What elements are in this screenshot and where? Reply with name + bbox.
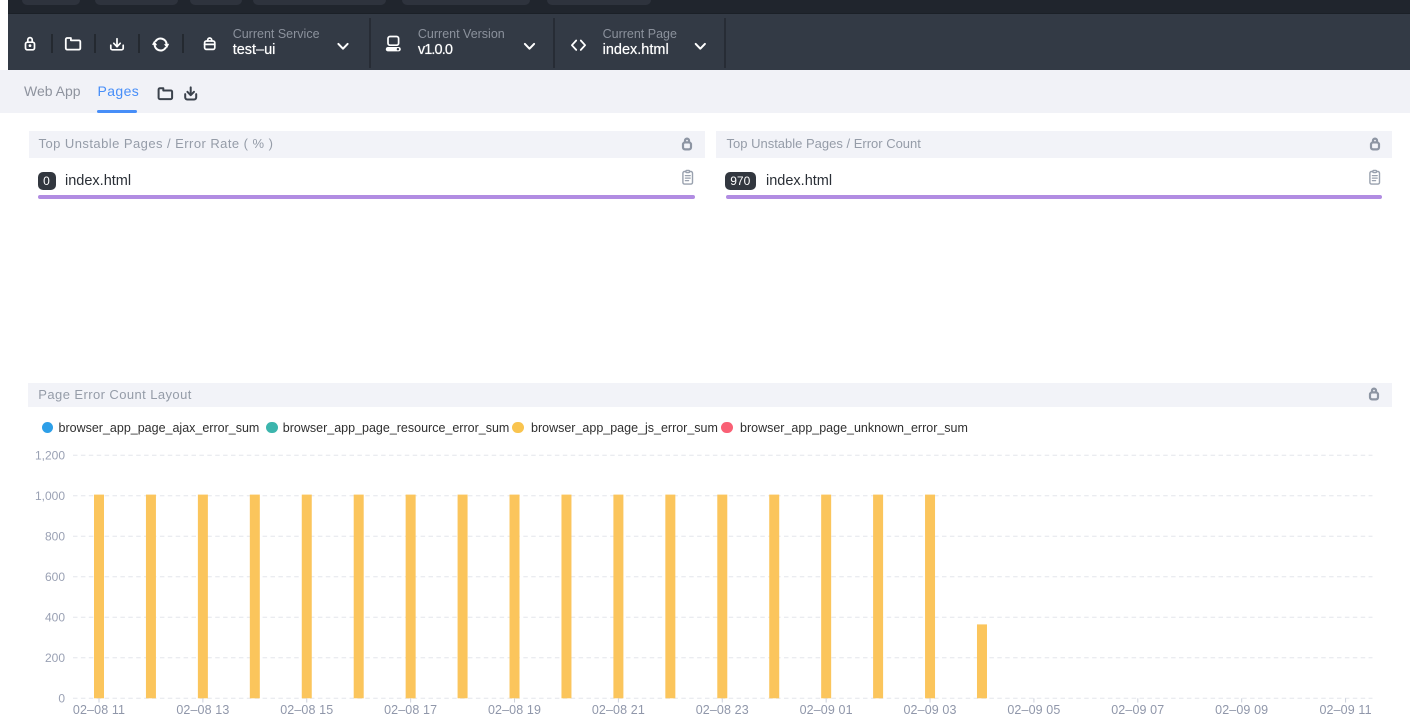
svg-text:400: 400 xyxy=(45,611,65,625)
svg-text:02–08 19: 02–08 19 xyxy=(488,703,541,717)
svg-text:02–08 11: 02–08 11 xyxy=(73,703,125,717)
svg-text:800: 800 xyxy=(45,530,65,544)
svg-text:1,200: 1,200 xyxy=(35,449,65,463)
svg-text:02–08 13: 02–08 13 xyxy=(176,703,229,717)
svg-text:02–09 07: 02–09 07 xyxy=(1111,703,1164,717)
svg-text:0: 0 xyxy=(58,692,65,706)
svg-text:200: 200 xyxy=(45,651,65,665)
svg-text:02–09 05: 02–09 05 xyxy=(1007,703,1060,717)
svg-text:02–08 21: 02–08 21 xyxy=(592,703,645,717)
svg-text:02–08 23: 02–08 23 xyxy=(696,703,749,717)
svg-text:02–08 17: 02–08 17 xyxy=(384,703,437,717)
svg-text:02–09 11: 02–09 11 xyxy=(1319,703,1371,717)
svg-text:1,000: 1,000 xyxy=(35,489,65,503)
svg-text:02–09 09: 02–09 09 xyxy=(1215,703,1268,717)
svg-text:600: 600 xyxy=(45,570,65,584)
svg-text:02–09 01: 02–09 01 xyxy=(800,703,853,717)
svg-text:02–09 03: 02–09 03 xyxy=(903,703,956,717)
svg-text:02–08 15: 02–08 15 xyxy=(280,703,333,717)
